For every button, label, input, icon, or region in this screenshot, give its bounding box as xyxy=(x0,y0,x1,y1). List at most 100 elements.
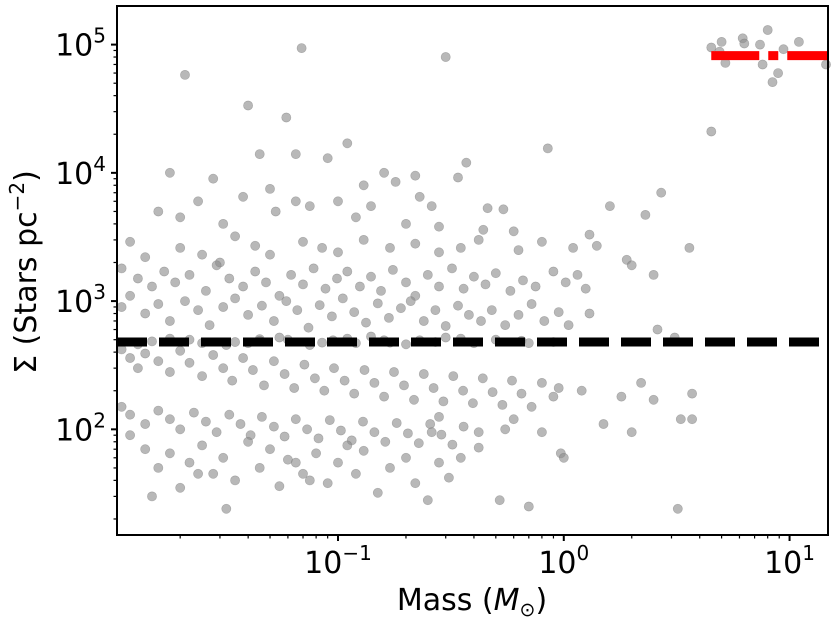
data-point xyxy=(333,196,343,207)
data-point xyxy=(337,293,348,304)
data-point xyxy=(598,419,609,429)
data-point xyxy=(256,411,267,422)
data-point xyxy=(153,206,164,217)
data-point xyxy=(580,283,591,294)
data-point xyxy=(497,399,508,410)
data-point xyxy=(254,149,265,159)
data-point xyxy=(572,269,583,280)
data-point xyxy=(197,440,207,451)
data-points xyxy=(116,25,831,514)
data-point xyxy=(311,448,321,459)
data-point xyxy=(247,365,258,375)
reference-lines xyxy=(117,51,828,347)
data-point xyxy=(379,391,389,402)
data-point xyxy=(652,324,663,335)
data-point xyxy=(159,266,170,277)
data-point xyxy=(200,285,211,296)
data-point xyxy=(480,279,491,290)
data-point xyxy=(298,279,308,290)
data-point xyxy=(243,436,253,447)
data-point xyxy=(473,234,484,245)
data-point xyxy=(303,322,314,333)
data-point xyxy=(290,149,301,159)
data-point xyxy=(500,320,511,330)
data-point xyxy=(656,187,667,198)
data-point xyxy=(461,157,472,168)
data-point xyxy=(440,52,451,62)
data-point xyxy=(821,59,831,70)
data-point xyxy=(238,353,248,363)
data-point xyxy=(329,363,339,374)
data-point xyxy=(410,170,421,181)
data-point xyxy=(197,371,207,381)
data-point xyxy=(354,281,365,292)
data-point xyxy=(286,269,296,280)
data-point xyxy=(498,204,509,215)
data-point xyxy=(317,242,327,253)
data-point xyxy=(539,316,550,326)
data-point xyxy=(358,445,369,456)
data-point xyxy=(349,307,360,317)
data-point xyxy=(184,357,195,368)
data-point xyxy=(636,377,646,388)
data-point xyxy=(558,452,569,463)
data-point xyxy=(332,273,342,284)
data-point xyxy=(576,385,587,396)
data-point xyxy=(208,350,219,360)
data-point xyxy=(132,273,143,284)
data-point xyxy=(395,303,406,314)
data-point xyxy=(706,126,717,137)
data-point xyxy=(390,176,401,187)
data-point xyxy=(530,281,541,292)
data-point xyxy=(116,263,127,274)
data-point xyxy=(605,201,615,211)
data-point xyxy=(208,173,219,184)
data-point xyxy=(309,373,320,384)
data-point xyxy=(385,242,395,253)
data-point xyxy=(322,478,333,489)
data-point xyxy=(410,238,421,249)
data-point xyxy=(279,369,290,379)
data-point xyxy=(523,338,534,348)
data-point xyxy=(184,269,195,280)
x-tick-label: 101 xyxy=(764,541,815,581)
plot-frame xyxy=(116,5,829,536)
data-point xyxy=(563,320,574,330)
data-point xyxy=(224,409,235,420)
data-point xyxy=(308,263,319,274)
data-point xyxy=(389,367,399,377)
data-point xyxy=(648,394,659,405)
data-point xyxy=(473,442,484,453)
data-point xyxy=(401,339,411,350)
data-point xyxy=(125,290,136,301)
data-point xyxy=(526,401,537,412)
x-tick-label: 100 xyxy=(538,541,589,581)
data-point xyxy=(218,452,229,463)
data-point xyxy=(125,353,136,363)
data-point xyxy=(684,242,695,253)
data-point xyxy=(755,39,765,50)
data-point xyxy=(230,475,240,486)
data-point xyxy=(626,427,637,438)
data-point xyxy=(153,462,164,473)
x-axis-label: Mass (M⊙) xyxy=(397,583,547,621)
data-point xyxy=(794,37,804,47)
data-point xyxy=(369,377,380,388)
data-point xyxy=(238,191,248,202)
data-point xyxy=(292,305,303,315)
data-point xyxy=(335,425,346,436)
data-point xyxy=(359,365,370,375)
data-point xyxy=(116,302,127,312)
data-point xyxy=(193,196,203,207)
data-point xyxy=(197,249,207,260)
data-point xyxy=(211,260,222,271)
data-point xyxy=(265,249,275,260)
data-point xyxy=(591,240,602,251)
data-point xyxy=(422,269,433,280)
data-point xyxy=(687,388,697,399)
data-point xyxy=(298,468,308,479)
data-point xyxy=(455,242,466,253)
data-point xyxy=(434,281,444,292)
data-point xyxy=(164,316,175,326)
x-tick-label: 10−1 xyxy=(304,541,372,581)
